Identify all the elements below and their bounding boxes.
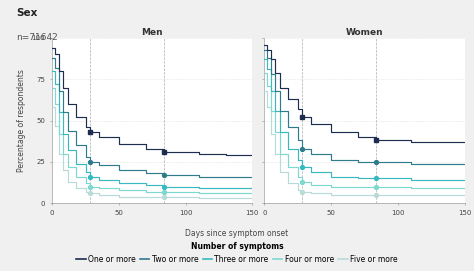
Y-axis label: Percentage of respondents: Percentage of respondents: [17, 69, 26, 172]
Text: Days since symptom onset: Days since symptom onset: [185, 229, 289, 238]
Legend: One or more, Two or more, Three or more, Four or more, Five or more: One or more, Two or more, Three or more,…: [73, 239, 401, 267]
Title: Men: Men: [141, 28, 163, 37]
Text: n=71642: n=71642: [17, 33, 58, 41]
Title: Women: Women: [346, 28, 383, 37]
Text: Sex: Sex: [17, 8, 38, 18]
